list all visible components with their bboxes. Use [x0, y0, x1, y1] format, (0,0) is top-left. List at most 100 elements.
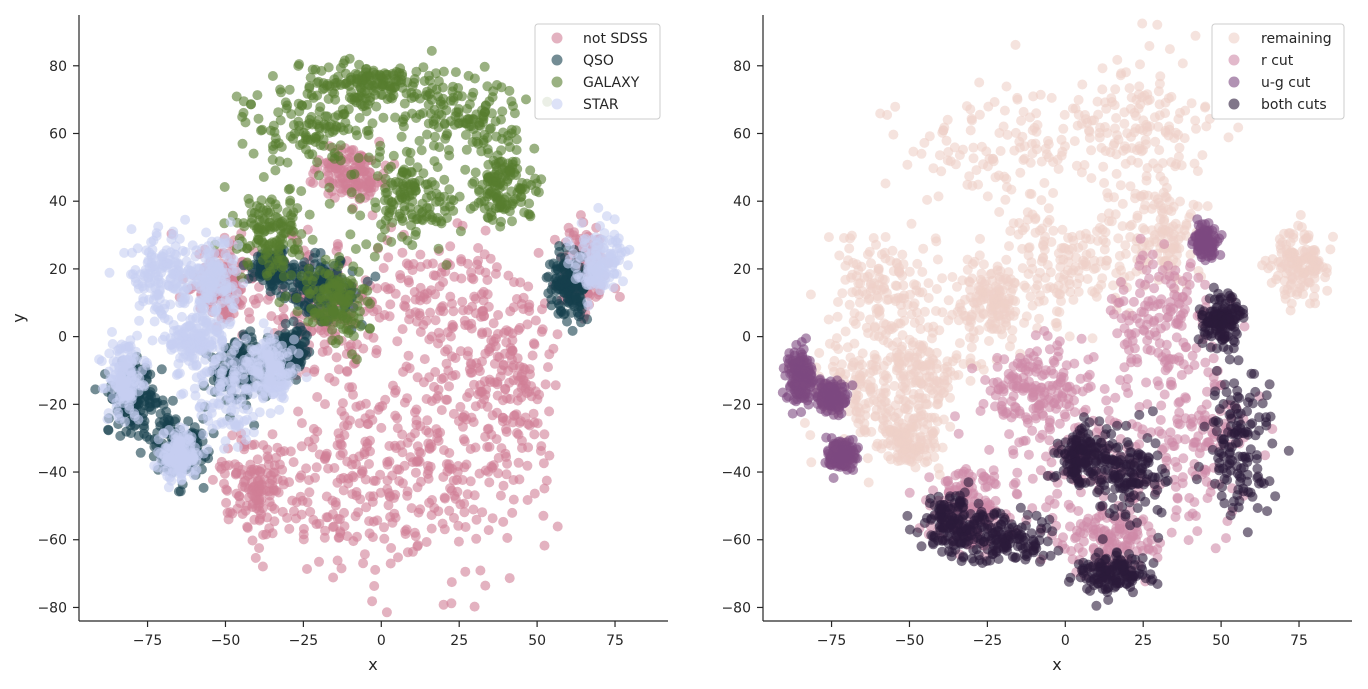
- legend-marker-galaxy: [552, 77, 563, 88]
- scatter-point: [1077, 119, 1087, 129]
- scatter-point: [496, 372, 506, 382]
- scatter-point: [994, 128, 1004, 138]
- scatter-point: [239, 416, 249, 426]
- scatter-point: [994, 207, 1004, 217]
- scatter-point: [848, 258, 858, 268]
- scatter-point: [433, 339, 443, 349]
- scatter-point: [514, 474, 524, 484]
- scatter-point: [305, 210, 315, 220]
- scatter-point: [384, 164, 394, 174]
- scatter-point: [299, 128, 309, 138]
- scatter-point: [332, 352, 342, 362]
- scatter-point: [1161, 98, 1171, 108]
- scatter-point: [230, 406, 240, 416]
- left-y-axis-label: y: [9, 313, 28, 322]
- scatter-point: [215, 266, 225, 276]
- scatter-point: [1097, 84, 1107, 94]
- scatter-point: [313, 295, 323, 305]
- scatter-point: [1006, 185, 1016, 195]
- legend-marker-star: [552, 99, 563, 110]
- scatter-point: [429, 119, 439, 129]
- scatter-point: [1028, 125, 1038, 135]
- scatter-point: [315, 106, 325, 116]
- scatter-point: [186, 340, 196, 350]
- scatter-point: [152, 463, 162, 473]
- scatter-point: [512, 145, 522, 155]
- scatter-point: [501, 424, 511, 434]
- scatter-point: [352, 532, 362, 542]
- scatter-point: [251, 553, 261, 563]
- scatter-point: [411, 468, 421, 478]
- scatter-point: [371, 158, 381, 168]
- scatter-point: [340, 521, 350, 531]
- scatter-point: [370, 272, 380, 282]
- scatter-point: [239, 374, 249, 384]
- scatter-point: [542, 273, 552, 283]
- scatter-point: [907, 219, 917, 229]
- scatter-point: [173, 439, 183, 449]
- scatter-point: [438, 306, 448, 316]
- scatter-point: [375, 470, 385, 480]
- scatter-point: [844, 244, 854, 254]
- scatter-point: [248, 536, 258, 546]
- scatter-point: [297, 418, 307, 428]
- scatter-point: [439, 67, 449, 77]
- scatter-point: [355, 211, 365, 221]
- scatter-point: [881, 232, 891, 242]
- scatter-point: [234, 366, 244, 376]
- scatter-point: [471, 443, 481, 453]
- scatter-point: [351, 402, 361, 412]
- scatter-point: [463, 346, 473, 356]
- scatter-point: [871, 240, 881, 250]
- scatter-point: [988, 154, 998, 164]
- scatter-point: [401, 178, 411, 188]
- scatter-point: [285, 184, 295, 194]
- scatter-point: [197, 270, 207, 280]
- scatter-point: [496, 491, 506, 501]
- scatter-point: [383, 252, 393, 262]
- scatter-point: [405, 156, 415, 166]
- left-points-layer: [90, 46, 634, 617]
- scatter-point: [480, 62, 490, 72]
- scatter-point: [1101, 146, 1111, 156]
- scatter-point: [131, 355, 141, 365]
- scatter-point: [539, 458, 549, 468]
- scatter-point: [468, 114, 478, 124]
- scatter-point: [207, 408, 217, 418]
- scatter-point: [451, 67, 461, 77]
- scatter-point: [357, 284, 367, 294]
- scatter-point: [174, 453, 184, 463]
- scatter-point: [541, 379, 551, 389]
- scatter-point: [285, 196, 295, 206]
- scatter-point: [233, 462, 243, 472]
- scatter-point: [1135, 59, 1145, 69]
- scatter-point: [239, 96, 249, 106]
- scatter-point: [376, 423, 386, 433]
- scatter-point: [334, 533, 344, 543]
- scatter-point: [260, 384, 270, 394]
- scatter-point: [385, 491, 395, 501]
- scatter-point: [451, 370, 461, 380]
- scatter-point: [296, 229, 306, 239]
- scatter-point: [462, 415, 472, 425]
- scatter-point: [320, 526, 330, 536]
- scatter-point: [243, 523, 253, 533]
- scatter-point: [912, 259, 922, 269]
- y-tick-label: 80: [49, 59, 67, 75]
- scatter-point: [208, 475, 218, 485]
- scatter-point: [200, 309, 210, 319]
- scatter-point: [290, 245, 300, 255]
- scatter-point: [554, 241, 564, 251]
- scatter-point: [521, 413, 531, 423]
- x-tick-label: 25: [450, 633, 468, 649]
- scatter-point: [436, 96, 446, 106]
- scatter-point: [264, 523, 274, 533]
- scatter-point: [553, 522, 563, 532]
- scatter-point: [397, 232, 407, 242]
- scatter-point: [266, 408, 276, 418]
- scatter-point: [293, 306, 303, 316]
- scatter-point: [1197, 150, 1207, 160]
- scatter-point: [121, 427, 131, 437]
- scatter-point: [225, 319, 235, 329]
- scatter-point: [177, 475, 187, 485]
